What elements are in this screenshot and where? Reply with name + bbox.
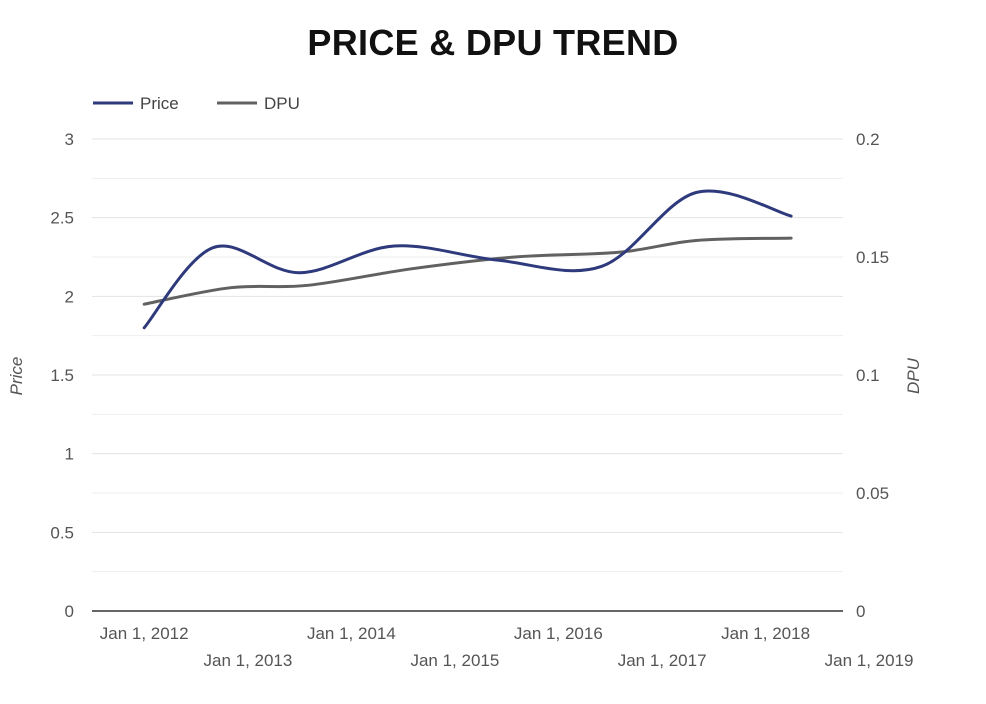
- left-y-tick-label: 2: [65, 287, 74, 306]
- right-y-tick-label: 0.1: [856, 366, 880, 385]
- x-tick-label: Jan 1, 2014: [307, 624, 396, 643]
- legend-label-price: Price: [140, 94, 179, 113]
- right-y-tick-label: 0: [856, 602, 865, 621]
- left-y-tick-label: 3: [65, 130, 74, 149]
- series-line-dpu: [142, 236, 793, 306]
- left-y-tick-label: 1: [65, 445, 74, 464]
- left-y-tick-label: 0: [65, 602, 74, 621]
- x-tick-label: Jan 1, 2019: [825, 651, 914, 670]
- left-y-axis-title: Price: [7, 357, 26, 396]
- x-tick-label: Jan 1, 2016: [514, 624, 603, 643]
- x-tick-label: Jan 1, 2012: [100, 624, 189, 643]
- left-y-tick-label: 1.5: [50, 366, 74, 385]
- right-y-tick-label: 0.15: [856, 248, 889, 267]
- series-line-price: [142, 189, 793, 330]
- legend: Price DPU: [93, 94, 300, 113]
- right-y-tick-label: 0.2: [856, 130, 880, 149]
- right-y-axis-title: DPU: [904, 357, 923, 394]
- right-y-tick-labels: 0 0.05 0.1 0.15 0.2: [856, 130, 889, 621]
- left-y-tick-label: 0.5: [50, 523, 74, 542]
- left-y-tick-label: 2.5: [50, 209, 74, 228]
- legend-label-dpu: DPU: [264, 94, 300, 113]
- chart-title: PRICE & DPU TREND: [307, 22, 679, 63]
- left-y-tick-labels: 0 0.5 1 1.5 2 2.5 3: [50, 130, 74, 621]
- x-tick-label: Jan 1, 2013: [203, 651, 292, 670]
- series-lines: [142, 189, 793, 330]
- x-tick-labels: Jan 1, 2012 Jan 1, 2013 Jan 1, 2014 Jan 1, …: [100, 624, 914, 670]
- x-tick-label: Jan 1, 2017: [618, 651, 707, 670]
- right-y-tick-label: 0.05: [856, 484, 889, 503]
- x-tick-label: Jan 1, 2018: [721, 624, 810, 643]
- gridlines: [92, 138, 843, 573]
- x-tick-label: Jan 1, 2015: [410, 651, 499, 670]
